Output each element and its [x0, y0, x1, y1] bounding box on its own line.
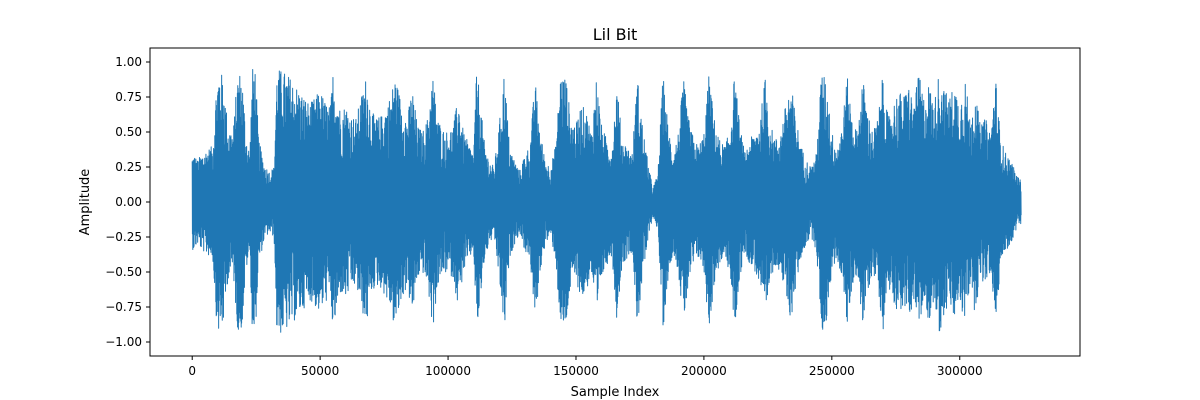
x-tick-label: 100000: [425, 364, 471, 378]
y-tick-label: −0.50: [105, 265, 142, 279]
chart-title: Lil Bit: [593, 25, 638, 44]
plot-area: [191, 69, 1022, 333]
x-tick-label: 150000: [553, 364, 599, 378]
y-axis-label: Amplitude: [78, 169, 93, 236]
x-axis: 0 50000 100000 150000 200000 250000 300000: [188, 356, 983, 378]
y-tick-label: −0.75: [105, 300, 142, 314]
y-axis: 1.00 0.75 0.50 0.25 0.00 −0.25 −0.50 −0.75 −1.00: [105, 55, 150, 349]
y-tick-label: 1.00: [115, 55, 142, 69]
waveform-series: [191, 69, 1022, 333]
x-tick-label: 0: [188, 364, 196, 378]
y-tick-label: −1.00: [105, 335, 142, 349]
x-tick-label: 200000: [681, 364, 727, 378]
y-tick-label: 0.50: [115, 125, 142, 139]
x-tick-label: 250000: [809, 364, 855, 378]
y-tick-label: 0.75: [115, 90, 142, 104]
y-tick-label: −0.25: [105, 230, 142, 244]
x-axis-label: Sample Index: [571, 385, 660, 400]
x-tick-label: 300000: [937, 364, 983, 378]
y-tick-label: 0.00: [115, 195, 142, 209]
y-tick-label: 0.25: [115, 160, 142, 174]
x-tick-label: 50000: [301, 364, 339, 378]
